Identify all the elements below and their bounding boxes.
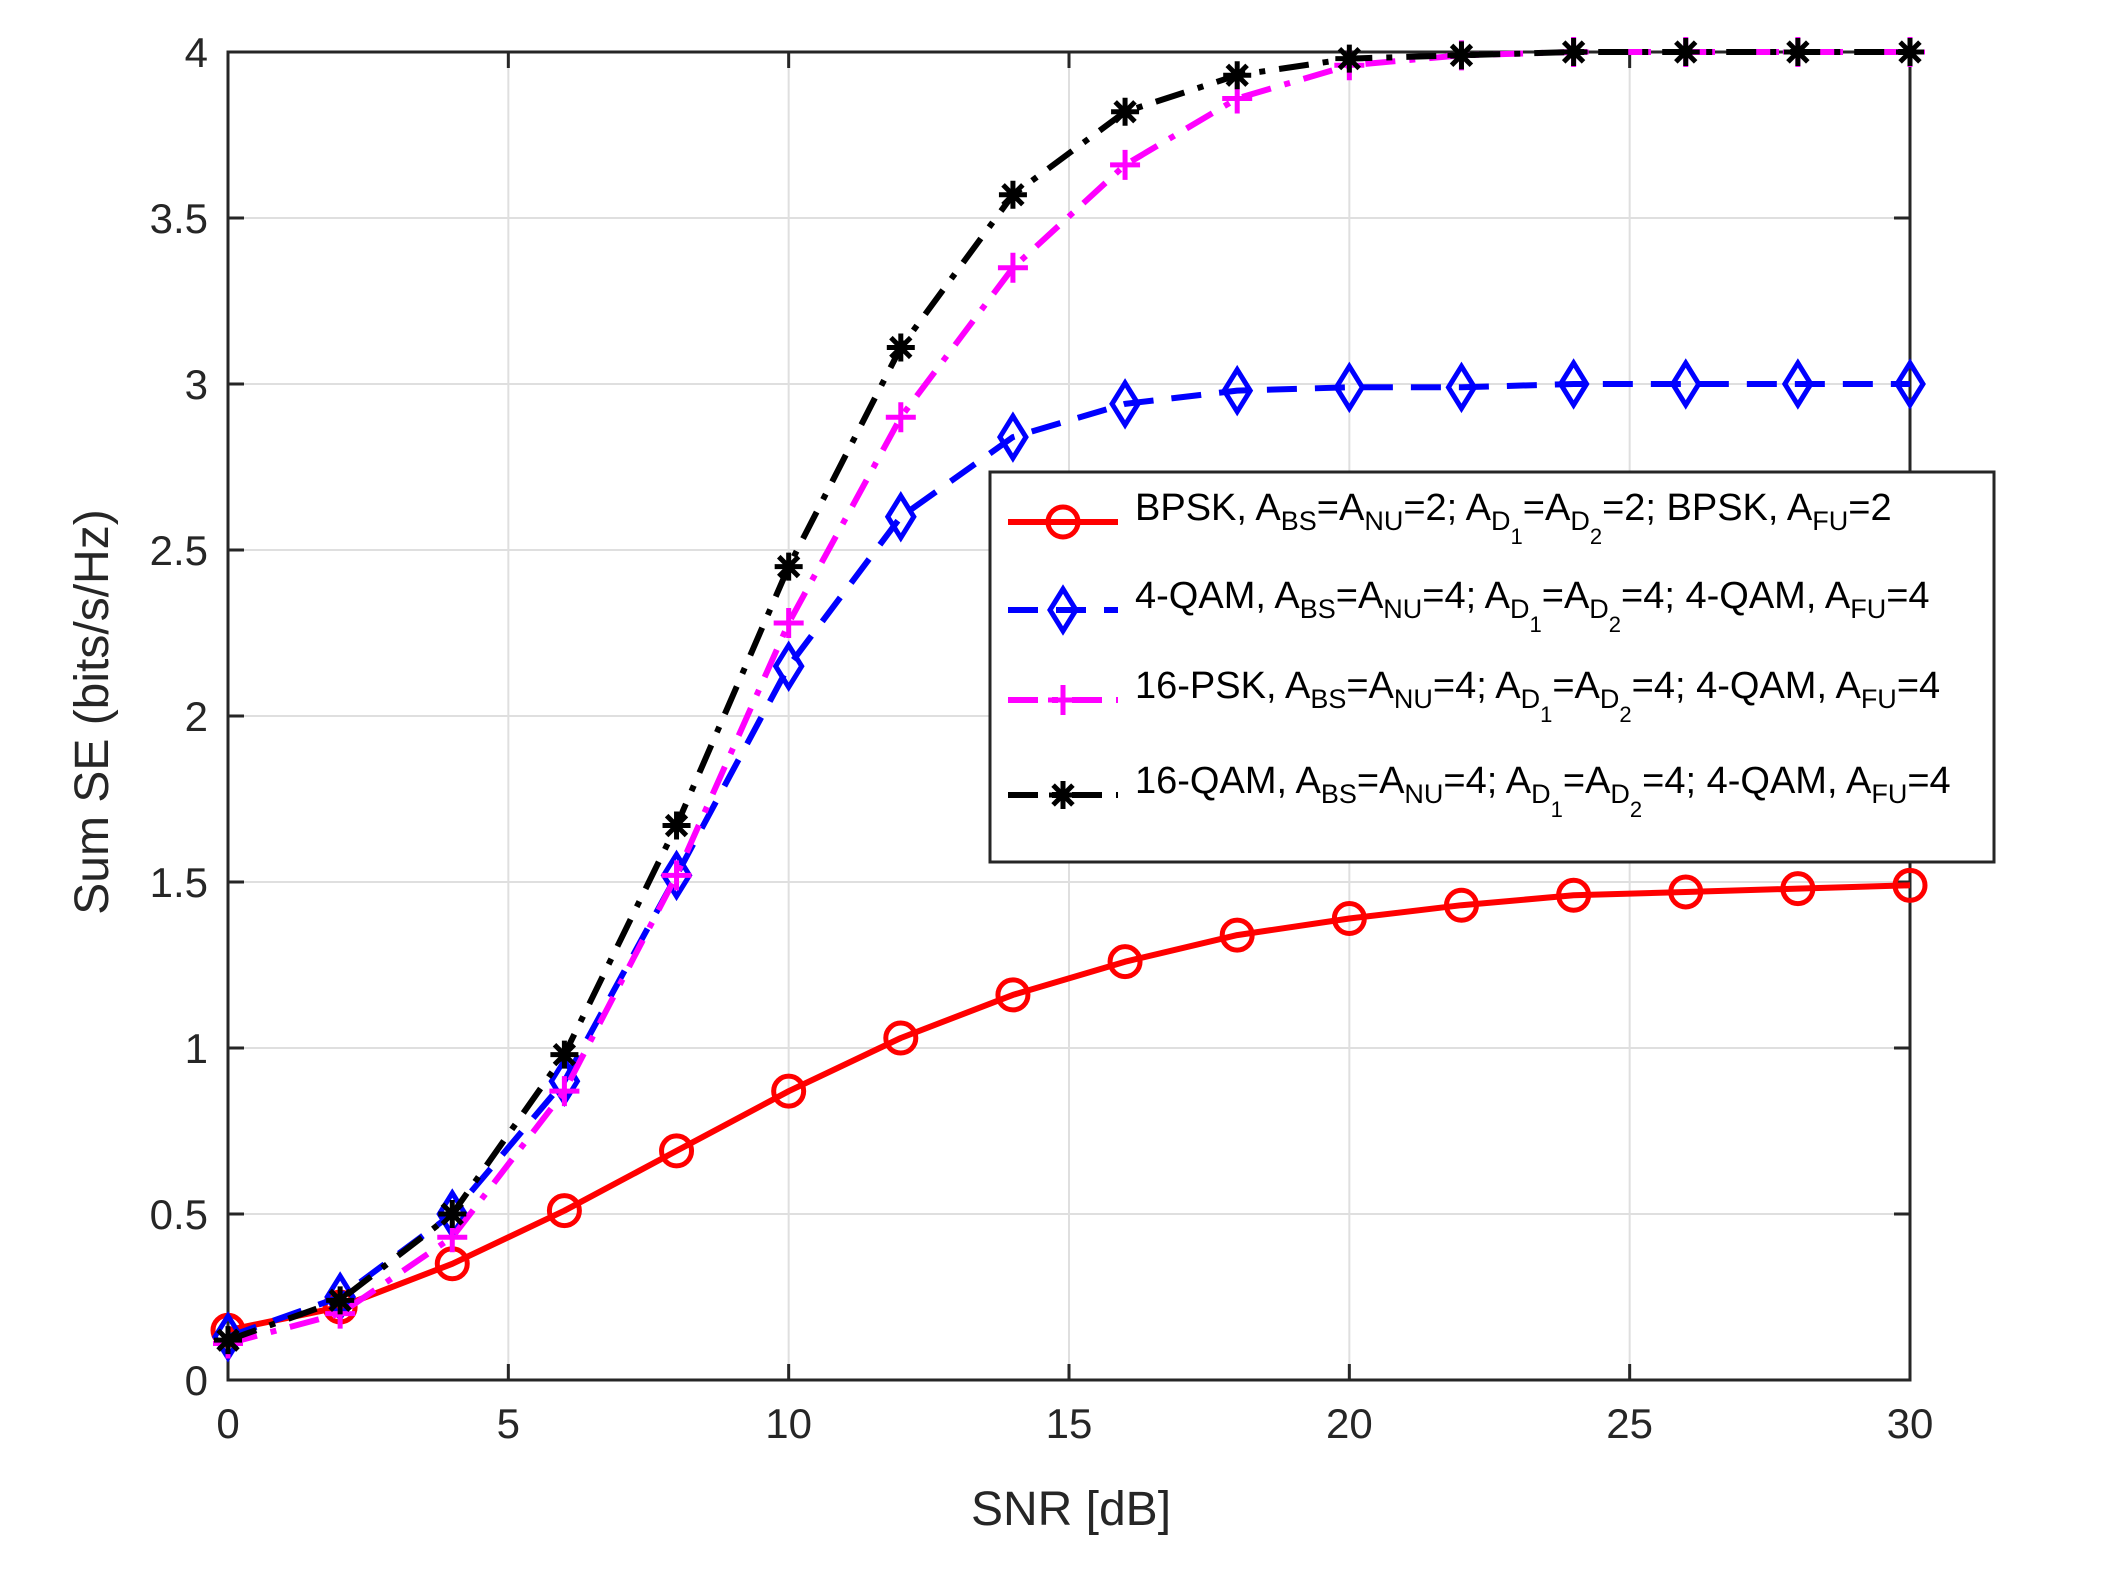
data-point-diamond bbox=[1047, 584, 1079, 636]
legend-item-2: 4-QAM, ABS=ANU=4; AD1=AD2=4; 4-QAM, AFU=… bbox=[1008, 575, 1930, 637]
x-tick-label: 10 bbox=[765, 1400, 812, 1447]
data-point-asterisk bbox=[774, 552, 803, 581]
legend-label: 4-QAM, ABS=ANU=4; AD1=AD2=4; 4-QAM, AFU=… bbox=[1135, 575, 1930, 637]
data-point-diamond bbox=[1557, 358, 1590, 410]
data-point-circle bbox=[1107, 944, 1143, 980]
data-point-asterisk bbox=[1783, 38, 1812, 66]
data-point-asterisk bbox=[214, 1326, 242, 1355]
x-tick-label: 20 bbox=[1326, 1400, 1373, 1447]
legend-label: 16-PSK, ABS=ANU=4; AD1=AD2=4; 4-QAM, AFU… bbox=[1135, 665, 1940, 727]
y-tick-label: 1.5 bbox=[150, 859, 208, 906]
legend-item-1: BPSK, ABS=ANU=2; AD1=AD2=2; BPSK, AFU=2 bbox=[1008, 487, 1892, 549]
data-point-plus bbox=[885, 402, 916, 433]
data-point-diamond bbox=[1109, 378, 1142, 430]
x-tick-label: 30 bbox=[1887, 1400, 1934, 1447]
legend: BPSK, ABS=ANU=2; AD1=AD2=2; BPSK, AFU=2 4… bbox=[988, 470, 1996, 864]
data-point-plus bbox=[1048, 685, 1078, 715]
data-point-asterisk bbox=[326, 1286, 355, 1315]
data-point-diamond bbox=[1445, 361, 1478, 414]
data-point-asterisk bbox=[1335, 44, 1364, 73]
data-point-circle bbox=[1892, 867, 1928, 903]
x-tick-label: 0 bbox=[216, 1400, 239, 1447]
data-point-asterisk bbox=[662, 811, 691, 840]
data-point-asterisk bbox=[1671, 38, 1700, 66]
data-point-asterisk bbox=[1447, 41, 1476, 70]
data-point-diamond bbox=[1221, 364, 1254, 417]
series-line bbox=[227, 882, 1911, 1334]
data-point-diamond bbox=[772, 640, 805, 692]
data-point-circle bbox=[1780, 871, 1816, 907]
y-axis-title: Sum SE (bits/s/Hz) bbox=[66, 509, 119, 914]
x-axis-title: SNR [dB] bbox=[971, 1483, 1171, 1536]
data-point-asterisk bbox=[1896, 38, 1924, 66]
legend-box bbox=[988, 470, 1996, 864]
data-point-asterisk bbox=[998, 180, 1027, 209]
y-tick-label: 2 bbox=[185, 693, 208, 740]
legend-label: 16-QAM, ABS=ANU=4; AD1=AD2=4; 4-QAM, AFU… bbox=[1135, 760, 1951, 822]
data-point-diamond bbox=[1894, 358, 1926, 410]
data-point-asterisk bbox=[1111, 97, 1140, 126]
data-point-asterisk bbox=[438, 1200, 467, 1228]
y-tick-label: 2.5 bbox=[150, 527, 208, 574]
series-layer bbox=[210, 37, 1928, 1363]
data-point-asterisk bbox=[550, 1040, 579, 1069]
y-tick-label: 4 bbox=[185, 29, 208, 76]
data-point-circle bbox=[1668, 874, 1704, 910]
data-point-asterisk bbox=[1049, 781, 1077, 809]
data-point-diamond bbox=[660, 849, 693, 902]
data-point-circle bbox=[995, 977, 1031, 1013]
legend-item-3: 16-PSK, ABS=ANU=4; AD1=AD2=4; 4-QAM, AFU… bbox=[1008, 665, 1940, 727]
data-point-circle bbox=[1219, 917, 1255, 953]
y-tick-label: 3 bbox=[185, 361, 208, 408]
data-point-circle bbox=[659, 1133, 695, 1169]
data-point-circle bbox=[1443, 887, 1479, 923]
data-point-asterisk bbox=[886, 333, 915, 362]
data-point-diamond bbox=[996, 411, 1029, 463]
y-tick-label: 0 bbox=[185, 1357, 208, 1404]
data-point-diamond bbox=[1333, 361, 1366, 414]
data-point-plus bbox=[549, 1076, 580, 1107]
data-point-diamond bbox=[1669, 358, 1702, 410]
legend-item-4: 16-QAM, ABS=ANU=4; AD1=AD2=4; 4-QAM, AFU… bbox=[1008, 760, 1951, 822]
data-point-plus bbox=[997, 252, 1028, 283]
data-point-circle bbox=[1331, 901, 1367, 937]
data-point-plus bbox=[661, 860, 692, 891]
y-tick-label: 3.5 bbox=[150, 195, 208, 242]
data-point-circle bbox=[546, 1193, 582, 1229]
data-point-plus bbox=[1110, 149, 1141, 180]
x-tick-label: 5 bbox=[497, 1400, 520, 1447]
legend-label: BPSK, ABS=ANU=2; AD1=AD2=2; BPSK, AFU=2 bbox=[1135, 487, 1892, 549]
series-1 bbox=[210, 867, 1928, 1348]
x-tick-label: 15 bbox=[1046, 1400, 1093, 1447]
y-tick-label: 0.5 bbox=[150, 1191, 208, 1238]
series-4 bbox=[214, 38, 1924, 1355]
x-tick-label: 25 bbox=[1606, 1400, 1653, 1447]
data-point-diamond bbox=[1781, 358, 1814, 410]
y-tick-label: 1 bbox=[185, 1025, 208, 1072]
series-line bbox=[227, 49, 1910, 1347]
data-point-plus bbox=[773, 608, 804, 639]
data-point-circle bbox=[771, 1073, 807, 1109]
data-point-circle bbox=[1045, 504, 1081, 540]
data-point-asterisk bbox=[1223, 61, 1252, 90]
data-point-circle bbox=[1556, 877, 1592, 913]
data-point-diamond bbox=[884, 491, 917, 543]
data-point-circle bbox=[883, 1020, 919, 1056]
series-line bbox=[226, 49, 1910, 1344]
data-point-asterisk bbox=[1559, 38, 1588, 66]
series-line bbox=[226, 381, 1910, 1340]
